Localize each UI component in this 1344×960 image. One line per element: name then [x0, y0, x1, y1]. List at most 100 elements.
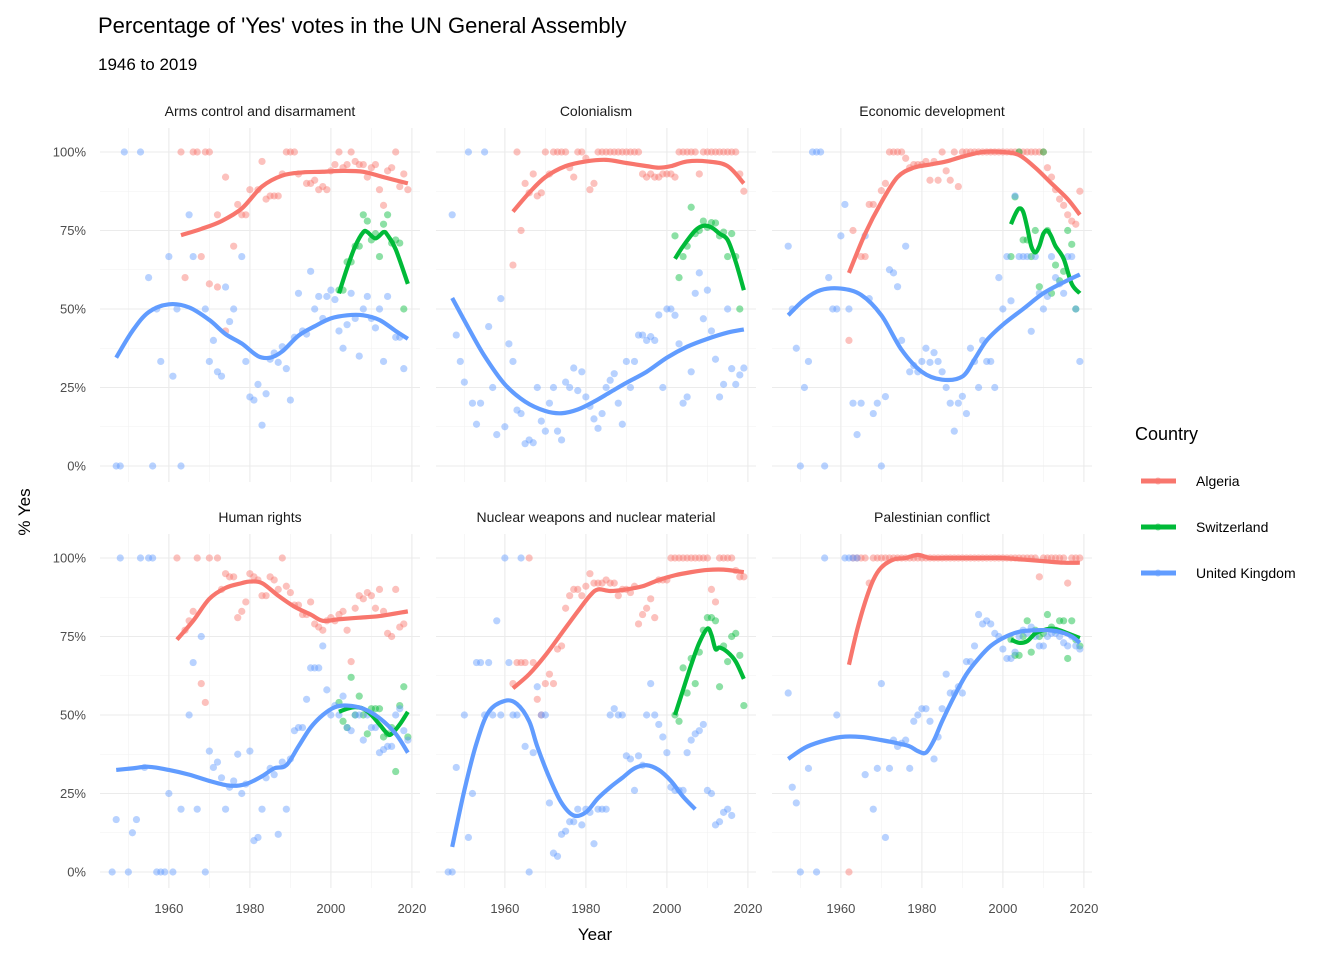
data-point: [392, 333, 400, 341]
data-point: [201, 698, 209, 707]
data-point: [1076, 645, 1084, 653]
data-point: [958, 689, 966, 697]
data-point: [286, 396, 294, 404]
data-point: [181, 274, 189, 282]
data-point: [335, 610, 343, 619]
data-point: [359, 211, 367, 219]
data-point: [541, 427, 549, 435]
data-point: [926, 176, 934, 184]
data-point: [598, 805, 606, 813]
data-point: [343, 723, 351, 732]
data-point: [307, 179, 315, 187]
data-point: [582, 582, 590, 590]
data-point: [452, 331, 460, 339]
data-point: [533, 383, 541, 392]
data-point: [715, 148, 724, 156]
data-point: [221, 570, 230, 578]
data-point: [618, 420, 626, 428]
data-point: [549, 849, 558, 857]
data-point: [991, 629, 999, 637]
data-point: [699, 148, 707, 156]
data-point: [1060, 554, 1068, 562]
data-point: [889, 269, 898, 277]
y-tick-label: 50%: [60, 708, 86, 723]
data-point: [578, 821, 586, 829]
facet-title: Nuclear weapons and nuclear material: [477, 509, 716, 525]
legend-item-switzerland: Switzerland: [1141, 519, 1268, 535]
data-point: [525, 554, 533, 562]
data-point: [857, 252, 865, 261]
data-point: [537, 189, 545, 197]
data-point: [606, 376, 614, 384]
data-point: [1051, 554, 1060, 562]
data-point: [954, 182, 962, 191]
data-point: [278, 758, 286, 766]
data-point: [351, 711, 359, 719]
data-point: [1068, 554, 1076, 562]
data-point: [505, 658, 513, 667]
data-point: [578, 148, 586, 156]
data-point: [707, 614, 716, 622]
data-point: [351, 604, 359, 612]
data-point: [1072, 305, 1080, 313]
y-tick-label: 75%: [60, 223, 86, 238]
data-point: [853, 554, 861, 562]
data-point: [877, 680, 885, 688]
facet-panel-colonialism: Colonialism: [436, 103, 756, 482]
data-point: [254, 833, 262, 842]
data-point: [396, 239, 404, 247]
data-point: [707, 327, 716, 335]
smooth-line-united-kingdom: [787, 627, 1082, 761]
data-point: [404, 733, 412, 741]
data-point: [841, 554, 849, 562]
x-tick-label: 2020: [733, 901, 762, 916]
data-point: [683, 554, 691, 562]
data-point: [315, 623, 323, 631]
data-point: [1007, 252, 1015, 261]
data-point: [347, 148, 355, 156]
data-point: [618, 148, 626, 156]
data-point: [849, 226, 857, 235]
data-point: [695, 269, 703, 277]
data-point: [1076, 187, 1084, 195]
data-point: [634, 331, 643, 339]
data-point: [987, 357, 995, 366]
data-point: [602, 576, 610, 584]
data-point: [667, 170, 675, 178]
data-point: [966, 344, 975, 352]
data-point: [667, 305, 675, 313]
data-point: [1023, 148, 1031, 156]
data-point: [1064, 226, 1072, 235]
data-point: [610, 148, 618, 156]
data-point: [521, 440, 529, 448]
data-point: [549, 383, 558, 392]
data-point: [335, 148, 343, 156]
data-point: [545, 799, 554, 807]
data-point: [1068, 617, 1076, 625]
data-point: [549, 680, 558, 688]
data-point: [922, 705, 930, 713]
x-tick-label: 2000: [988, 901, 1017, 916]
facet-panel-human-rights: Human rights 0% 25% 50% 75% 100% 1960 1980 2000 2…: [53, 509, 427, 916]
data-point: [136, 554, 145, 562]
data-point: [537, 711, 545, 719]
data-point: [359, 595, 367, 603]
data-point: [315, 292, 323, 301]
y-tick-label: 25%: [60, 380, 86, 395]
data-point: [489, 383, 497, 392]
data-point: [873, 764, 881, 772]
data-point: [383, 211, 392, 219]
x-tick-label: 2020: [397, 901, 426, 916]
data-point: [371, 160, 380, 169]
data-point: [258, 421, 266, 429]
data-point: [675, 554, 683, 562]
data-point: [630, 357, 639, 366]
data-point: [881, 393, 890, 401]
data-point: [286, 148, 294, 156]
data-point: [485, 658, 493, 667]
data-point: [205, 554, 213, 562]
data-point: [177, 462, 185, 470]
data-point: [513, 711, 521, 719]
data-point: [1015, 632, 1023, 641]
data-point: [201, 868, 209, 876]
